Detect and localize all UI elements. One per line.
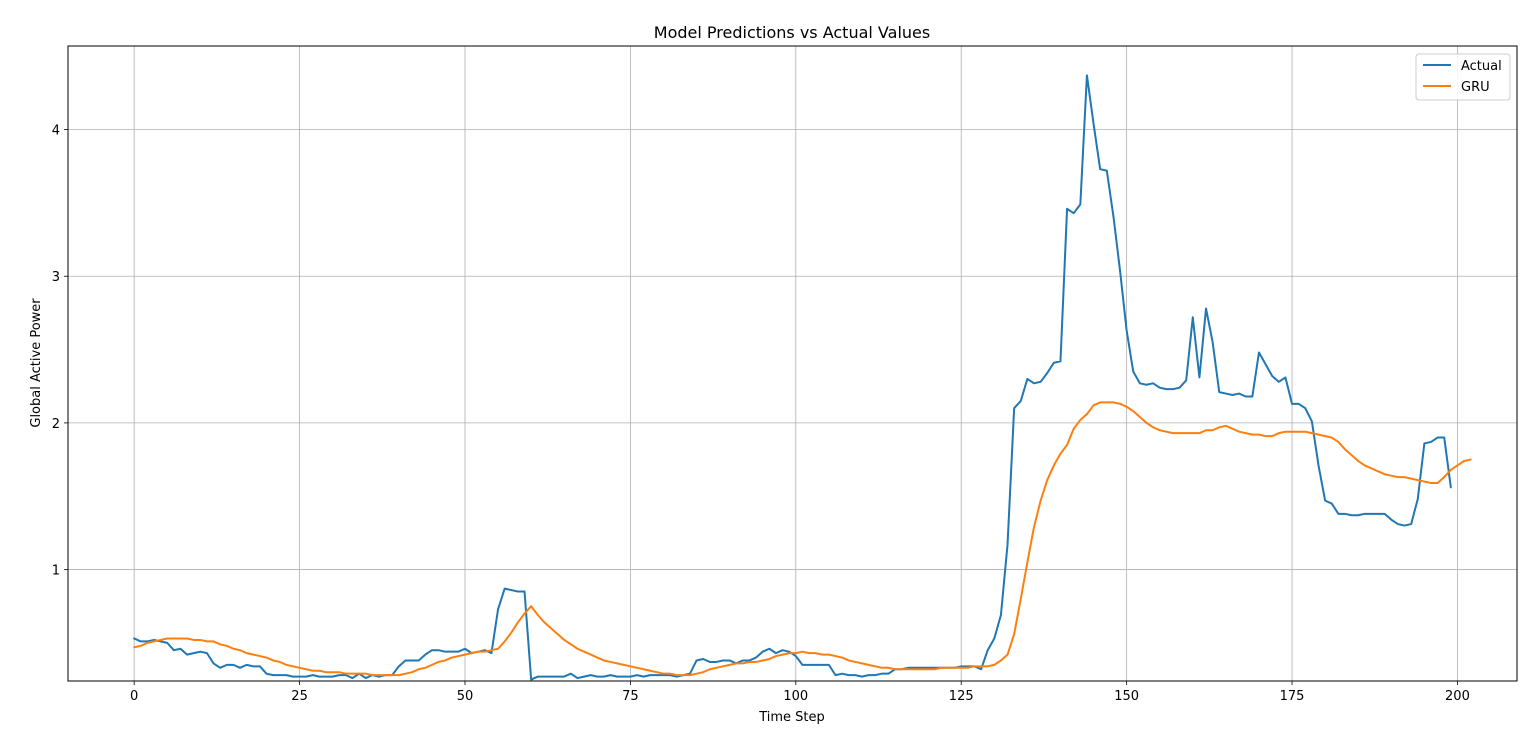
x-tick-label: 175 — [1280, 689, 1305, 704]
x-tick-label: 200 — [1445, 689, 1470, 704]
x-tick-label: 0 — [130, 689, 138, 704]
legend-label-actual: Actual — [1461, 59, 1502, 74]
x-tick-label: 25 — [291, 689, 308, 704]
y-tick-label: 2 — [52, 417, 60, 432]
grid-lines — [68, 46, 1517, 681]
x-tick-label: 75 — [622, 689, 639, 704]
series-layer — [133, 74, 1472, 681]
x-tick-label: 100 — [783, 689, 808, 704]
series-line-gru — [133, 401, 1472, 677]
plot-frame — [67, 45, 1518, 682]
y-axis-label: Global Active Power — [29, 298, 44, 428]
y-tick-label: 1 — [52, 564, 60, 579]
y-tick-label: 4 — [52, 124, 60, 139]
x-tick-label: 125 — [949, 689, 974, 704]
y-tick-label: 3 — [52, 270, 60, 285]
chart-title: Model Predictions vs Actual Values — [654, 23, 930, 42]
legend: Actual GRU — [1415, 53, 1511, 101]
x-tick-label: 50 — [457, 689, 474, 704]
axis-ticks: 0 25 50 75 100 125 150 175 200 1 2 3 4 — [52, 124, 1470, 704]
x-axis-label: Time Step — [758, 710, 825, 725]
legend-label-gru: GRU — [1461, 80, 1490, 95]
x-tick-label: 150 — [1114, 689, 1139, 704]
